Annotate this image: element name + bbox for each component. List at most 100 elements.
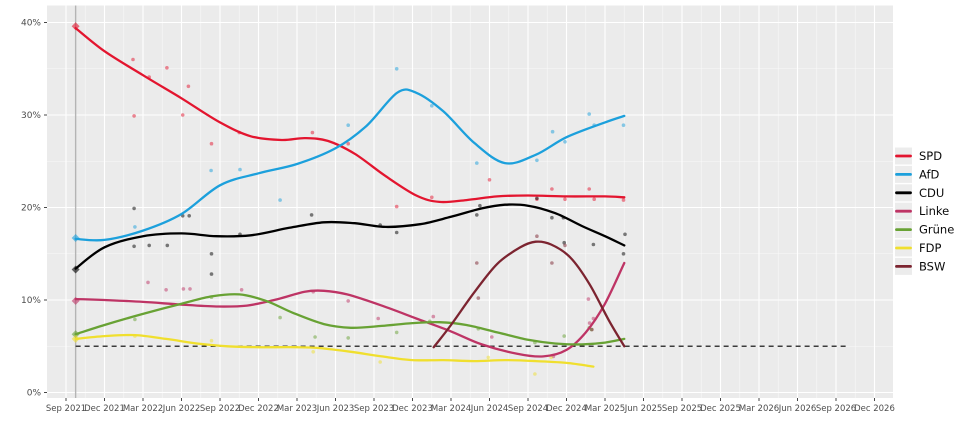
trend-line-cdu	[74, 203, 626, 270]
legend-item-bsw: BSW	[895, 257, 945, 275]
x-tick-label: Mar 2025	[585, 404, 625, 414]
x-tick-label: Sep 2026	[816, 404, 856, 414]
poll-dot	[623, 232, 627, 237]
poll-dot	[475, 261, 479, 265]
x-tick-label: Jun 2025	[624, 404, 663, 414]
poll-dot	[132, 206, 136, 211]
poll-dot	[550, 215, 554, 220]
poll-dot	[587, 112, 591, 116]
legend-label-bsw: BSW	[919, 259, 945, 273]
poll-dot	[209, 141, 214, 146]
poll-dot	[563, 197, 567, 201]
poll-dot	[587, 187, 591, 191]
poll-dot	[146, 280, 150, 285]
poll-dot	[621, 123, 626, 127]
poll-dot	[346, 336, 351, 340]
poll-dot	[394, 204, 399, 209]
y-tick-label: 10%	[21, 296, 41, 306]
poll-dot	[165, 66, 169, 70]
legend-label-cdu: CDU	[919, 186, 944, 200]
election-result-diamond-spd	[71, 22, 80, 31]
poll-dot	[487, 178, 492, 182]
poll-dot	[591, 242, 596, 247]
x-tick-label: Dec 2021	[84, 404, 125, 414]
poll-dot	[311, 350, 316, 354]
poll-dot	[394, 67, 399, 71]
x-tick-label: Mar 2026	[739, 404, 779, 414]
poll-dot	[563, 140, 567, 144]
poll-dot	[164, 288, 168, 292]
poll-dot	[562, 240, 566, 245]
poll-dot	[430, 104, 434, 108]
poll-dot	[188, 287, 192, 291]
poll-dot	[563, 243, 567, 248]
poll-dot	[180, 113, 185, 117]
trend-line-grne	[74, 293, 626, 346]
legend-item-fdp: FDP	[895, 239, 941, 257]
poll-dot	[533, 372, 537, 376]
poll-dot	[346, 141, 351, 146]
poll-dot	[132, 114, 136, 118]
poll-dot	[621, 198, 626, 202]
poll-dot	[535, 196, 539, 201]
y-axis: 0% 10% 20% 30% 40%	[21, 19, 47, 399]
legend-label-fdp: FDP	[919, 241, 941, 255]
poll-dot	[278, 198, 282, 202]
poll-dot	[376, 316, 381, 321]
poll-dot	[394, 330, 399, 335]
poll-dot	[478, 203, 482, 208]
poll-dots-spd	[131, 57, 626, 209]
poll-dot	[378, 360, 383, 364]
poll-dot	[550, 129, 555, 134]
poll-dot	[550, 261, 554, 265]
poll-dot	[346, 123, 351, 127]
trend-line-fdp	[74, 333, 595, 368]
poll-dot	[133, 225, 137, 229]
x-tick-label: Mar 2022	[123, 404, 163, 414]
legend-label-spd: SPD	[919, 149, 942, 163]
x-tick-label: Sep 2022	[200, 404, 240, 414]
legend-item-spd: SPD	[895, 147, 942, 165]
x-tick-label: Jun 2022	[162, 404, 201, 414]
poll-dot	[209, 252, 214, 256]
poll-dot	[133, 317, 137, 322]
poll-dot	[239, 288, 244, 292]
poll-dot	[313, 335, 317, 339]
poll-dot	[562, 334, 566, 338]
x-tick-label: Sep 2021	[46, 404, 86, 414]
y-tick-label: 0%	[27, 389, 42, 399]
poll-dot	[181, 287, 186, 291]
poll-dot	[486, 355, 491, 360]
poll-dot	[131, 57, 135, 62]
trend-line-linke	[74, 261, 626, 358]
legend-label-grne: Grüne	[919, 223, 954, 237]
poll-dot	[475, 161, 479, 165]
x-tick-label: Jun 2024	[470, 404, 509, 414]
poll-dot	[476, 296, 481, 300]
x-tick-label: Dec 2022	[238, 404, 279, 414]
legend: SPD AfD CDU Linke Grüne FDP BSW	[895, 147, 954, 275]
poll-dots-bsw	[475, 234, 594, 332]
poll-dot	[587, 321, 592, 325]
poll-dot	[475, 213, 479, 217]
x-tick-label: Jun 2023	[316, 404, 355, 414]
trend-line-spd	[74, 26, 626, 204]
poll-dot	[310, 130, 315, 135]
x-tick-label: Dec 2025	[700, 404, 741, 414]
poll-dot	[592, 197, 596, 201]
poll-dot	[590, 327, 594, 332]
x-tick-label: Mar 2024	[431, 404, 471, 414]
poll-dot	[550, 187, 554, 191]
x-tick-label: Mar 2023	[277, 404, 317, 414]
poll-dot	[431, 314, 436, 319]
y-tick-label: 40%	[21, 19, 41, 29]
trend-line-afd	[74, 88, 626, 242]
x-tick-label: Sep 2024	[508, 404, 548, 414]
trend-line-bsw	[432, 240, 626, 349]
legend-item-afd: AfD	[895, 165, 940, 183]
x-tick-label: Jun 2026	[778, 404, 817, 414]
legend-item-linke: Linke	[895, 202, 949, 220]
